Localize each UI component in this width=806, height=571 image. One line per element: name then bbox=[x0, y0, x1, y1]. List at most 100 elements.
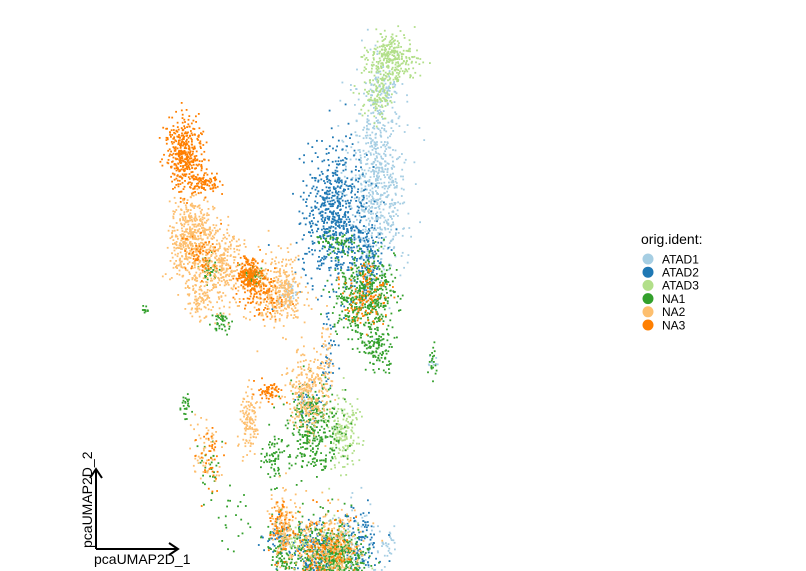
scatter-point bbox=[353, 413, 355, 416]
scatter-point bbox=[320, 178, 323, 181]
scatter-point bbox=[360, 255, 363, 258]
scatter-point bbox=[172, 215, 175, 218]
scatter-point bbox=[390, 312, 393, 315]
scatter-point bbox=[343, 466, 346, 468]
scatter-point bbox=[388, 41, 391, 44]
scatter-point bbox=[185, 418, 188, 420]
scatter-point bbox=[346, 151, 349, 154]
scatter-point bbox=[262, 536, 264, 539]
scatter-point bbox=[215, 464, 218, 467]
scatter-point bbox=[394, 255, 397, 258]
scatter-point bbox=[331, 194, 334, 197]
scatter-point bbox=[211, 271, 214, 273]
scatter-point bbox=[217, 516, 220, 519]
scatter-point bbox=[376, 211, 379, 214]
scatter-point bbox=[341, 545, 344, 548]
scatter-point bbox=[226, 505, 228, 508]
scatter-point bbox=[376, 95, 378, 98]
scatter-point bbox=[350, 186, 353, 188]
scatter-point bbox=[355, 273, 358, 276]
scatter-point bbox=[367, 524, 370, 527]
scatter-point bbox=[329, 179, 332, 182]
scatter-point bbox=[368, 212, 370, 214]
scatter-point bbox=[367, 122, 370, 125]
scatter-point bbox=[388, 534, 390, 536]
scatter-point bbox=[372, 281, 374, 284]
scatter-point bbox=[312, 213, 315, 216]
scatter-point bbox=[340, 455, 343, 458]
scatter-point bbox=[397, 62, 400, 65]
scatter-point bbox=[378, 320, 381, 322]
scatter-point bbox=[310, 554, 313, 557]
scatter-point bbox=[316, 528, 319, 531]
scatter-point bbox=[168, 200, 171, 203]
scatter-point bbox=[368, 224, 370, 226]
scatter-point bbox=[363, 54, 366, 57]
scatter-point bbox=[328, 556, 331, 558]
scatter-point bbox=[321, 257, 324, 259]
scatter-point bbox=[343, 249, 345, 252]
scatter-point bbox=[332, 430, 335, 433]
scatter-point bbox=[336, 426, 339, 429]
scatter-point bbox=[393, 246, 396, 248]
scatter-point bbox=[357, 522, 359, 525]
scatter-point bbox=[363, 169, 366, 172]
scatter-point bbox=[307, 247, 310, 250]
scatter-point bbox=[267, 540, 269, 543]
scatter-point bbox=[385, 144, 388, 146]
scatter-point bbox=[390, 45, 393, 48]
scatter-point bbox=[364, 552, 367, 554]
scatter-point bbox=[361, 340, 364, 343]
scatter-point bbox=[384, 145, 387, 148]
scatter-point bbox=[383, 238, 385, 241]
scatter-point bbox=[361, 168, 363, 171]
scatter-point bbox=[257, 544, 260, 546]
scatter-point bbox=[369, 176, 372, 178]
scatter-point bbox=[367, 304, 369, 307]
scatter-point bbox=[204, 275, 206, 277]
scatter-point bbox=[377, 218, 379, 221]
scatter-point bbox=[198, 223, 200, 225]
scatter-point bbox=[377, 301, 380, 304]
scatter-point bbox=[387, 66, 390, 69]
scatter-point bbox=[375, 28, 378, 31]
scatter-point bbox=[373, 47, 376, 50]
scatter-point bbox=[358, 531, 361, 534]
scatter-point bbox=[272, 543, 274, 546]
scatter-point bbox=[377, 171, 380, 174]
scatter-point bbox=[176, 235, 179, 238]
scatter-point bbox=[356, 296, 358, 299]
scatter-point bbox=[397, 295, 399, 298]
scatter-point bbox=[383, 245, 386, 247]
scatter-point bbox=[321, 459, 323, 462]
scatter-point bbox=[378, 306, 380, 309]
scatter-point bbox=[380, 294, 382, 297]
scatter-point bbox=[403, 72, 405, 75]
scatter-point bbox=[367, 566, 370, 568]
scatter-point bbox=[320, 401, 322, 404]
scatter-point bbox=[300, 544, 303, 546]
scatter-point bbox=[397, 73, 400, 76]
scatter-point bbox=[403, 201, 406, 204]
scatter-point bbox=[379, 178, 382, 181]
scatter-point bbox=[361, 296, 364, 299]
scatter-point bbox=[300, 532, 302, 535]
scatter-point bbox=[373, 58, 375, 61]
scatter-point bbox=[345, 430, 348, 432]
scatter-point bbox=[331, 547, 334, 550]
scatter-point bbox=[175, 266, 178, 269]
scatter-point bbox=[312, 395, 315, 398]
scatter-point bbox=[355, 303, 357, 305]
scatter-point bbox=[368, 556, 370, 559]
scatter-point bbox=[326, 436, 329, 438]
scatter-point bbox=[372, 101, 375, 104]
scatter-point bbox=[394, 291, 396, 293]
scatter-point bbox=[195, 217, 198, 220]
scatter-point bbox=[395, 232, 397, 235]
scatter-point bbox=[207, 243, 209, 246]
scatter-point bbox=[255, 274, 258, 277]
scatter-point bbox=[143, 309, 146, 311]
scatter-point bbox=[338, 569, 341, 571]
scatter-point bbox=[303, 161, 305, 164]
scatter-point bbox=[335, 302, 338, 305]
